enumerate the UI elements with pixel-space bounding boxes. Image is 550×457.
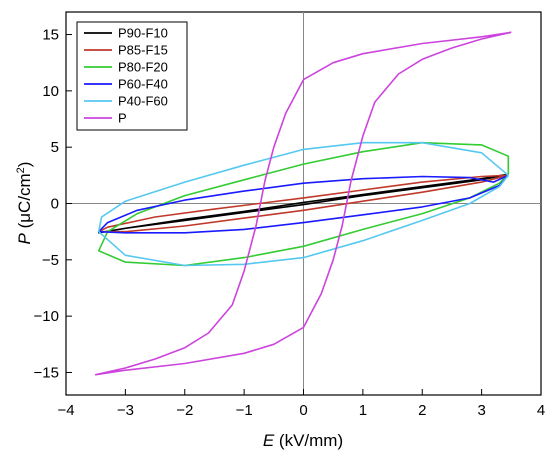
legend-label: P90-F10 (118, 26, 168, 41)
y-tick-label: −5 (42, 252, 59, 269)
series-layer (94, 31, 512, 376)
x-tick-label: −3 (117, 402, 134, 419)
y-axis-unit-sup: 2 (15, 167, 27, 173)
y-tick-label: −15 (34, 364, 59, 381)
y-tick-label: 5 (51, 139, 59, 156)
x-tick-label: 1 (359, 402, 367, 419)
y-tick-label: 10 (42, 83, 59, 100)
x-axis-symbol: E (263, 431, 275, 450)
y-axis-unit-pre: (μC/cm (15, 173, 34, 233)
y-tick-label: 15 (42, 27, 59, 44)
x-tick-label: −2 (176, 402, 193, 419)
zero-lines (66, 12, 541, 395)
series-line-p90-f10 (97, 173, 509, 234)
legend-label: P40-F60 (118, 94, 168, 109)
legend: P90-F10 P85-F15 P80-F20 P60-F40 P40-F60 P (76, 21, 188, 131)
x-tick-label: −4 (57, 402, 74, 419)
series-line-p40-f60 (97, 141, 509, 267)
x-tick-label: 0 (299, 402, 307, 419)
y-tick-label: 0 (51, 196, 59, 213)
x-tick-label: 4 (537, 402, 545, 419)
x-axis-unit: (kV/mm) (274, 431, 343, 450)
legend-label: P80-F20 (118, 60, 168, 75)
series-line-p80-f20 (97, 141, 510, 267)
legend-entries: P90-F10 P85-F15 P80-F20 P60-F40 P40-F60 P (84, 26, 168, 126)
x-tick-label: 2 (418, 402, 426, 419)
series-line-p (94, 31, 512, 376)
legend-label: P (118, 111, 127, 126)
legend-label: P85-F15 (118, 43, 168, 58)
x-tick-label: 3 (477, 402, 485, 419)
series-line-p60-f40 (97, 174, 509, 234)
y-axis-unit-post: ) (15, 162, 34, 168)
x-tick-label: −1 (236, 402, 253, 419)
legend-box (76, 21, 188, 131)
y-tick-label: −10 (34, 308, 59, 325)
y-axis-symbol: P (15, 232, 34, 244)
legend-label: P60-F40 (118, 77, 168, 92)
y-axis-label: P (μC/cm2) (15, 162, 34, 245)
x-axis-label: E (kV/mm) (263, 431, 343, 450)
